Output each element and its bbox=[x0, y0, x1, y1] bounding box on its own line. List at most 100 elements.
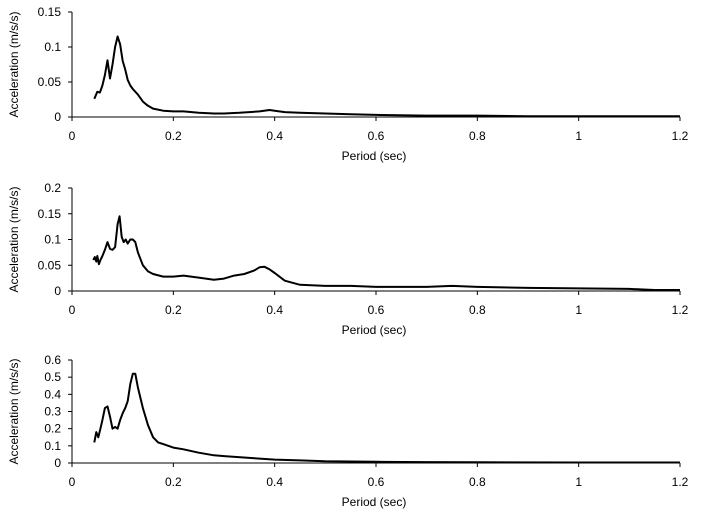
data-point bbox=[109, 77, 111, 79]
y-tick-label: 0.5 bbox=[44, 370, 61, 384]
data-point bbox=[142, 264, 144, 266]
data-point bbox=[182, 448, 184, 450]
data-point bbox=[124, 68, 126, 70]
x-tick-label: 0.4 bbox=[266, 303, 283, 317]
chart-1: 0 0.05 0.1 0.15 0 0.2 0.4 0.6 0.8 1 1.2 Period (sec… bbox=[7, 5, 689, 163]
data-point bbox=[101, 419, 103, 421]
data-point bbox=[116, 427, 118, 429]
x-tick-label: 0 bbox=[69, 475, 76, 489]
x-tick-label: 0.8 bbox=[469, 129, 486, 143]
data-point bbox=[157, 441, 159, 443]
x-tick-label: 0.2 bbox=[165, 129, 182, 143]
y-tick-label: 0.6 bbox=[44, 353, 61, 367]
data-point bbox=[99, 91, 101, 93]
data-point bbox=[101, 84, 103, 86]
x-tick-label: 0.6 bbox=[368, 475, 385, 489]
x-axis-title: Period (sec) bbox=[342, 149, 407, 163]
data-point bbox=[577, 287, 579, 289]
data-point bbox=[273, 110, 275, 112]
data-point bbox=[121, 412, 123, 414]
data-point bbox=[134, 241, 136, 243]
data-point bbox=[124, 407, 126, 409]
data-point bbox=[197, 112, 199, 114]
x-tick-label: 1 bbox=[575, 475, 582, 489]
data-point bbox=[577, 461, 579, 463]
x-tick-label: 0.2 bbox=[165, 303, 182, 317]
data-point bbox=[375, 461, 377, 463]
data-point bbox=[258, 266, 260, 268]
data-point bbox=[109, 415, 111, 417]
y-tick-label: 0.05 bbox=[38, 75, 62, 89]
y-tick-label: 0.05 bbox=[38, 258, 62, 272]
data-point bbox=[120, 236, 122, 238]
data-point bbox=[111, 427, 113, 429]
data-point bbox=[99, 427, 101, 429]
data-point bbox=[248, 111, 250, 113]
x-tick-label: 0.4 bbox=[266, 475, 283, 489]
data-point bbox=[425, 461, 427, 463]
data-point bbox=[96, 255, 98, 257]
data-point bbox=[268, 268, 270, 270]
data-point bbox=[284, 111, 286, 113]
x-tick-label: 0 bbox=[69, 303, 76, 317]
data-point bbox=[172, 110, 174, 112]
data-point bbox=[134, 373, 136, 375]
data-point bbox=[109, 248, 111, 250]
data-point bbox=[213, 278, 215, 280]
x-tick-label: 0.4 bbox=[266, 129, 283, 143]
data-point bbox=[162, 275, 164, 277]
x-tick-label: 1.2 bbox=[672, 475, 689, 489]
data-point bbox=[172, 275, 174, 277]
data-point bbox=[142, 407, 144, 409]
series-line-1 bbox=[93, 372, 680, 464]
data-point bbox=[223, 277, 225, 279]
data-point bbox=[182, 274, 184, 276]
x-tick-label: 0.6 bbox=[368, 303, 385, 317]
data-point bbox=[425, 114, 427, 116]
data-point bbox=[299, 459, 301, 461]
data-point bbox=[142, 100, 144, 102]
data-point bbox=[97, 436, 99, 438]
data-point bbox=[114, 426, 116, 428]
x-tick-label: 1 bbox=[575, 303, 582, 317]
data-point bbox=[324, 285, 326, 287]
data-point bbox=[233, 274, 235, 276]
data-point bbox=[653, 289, 655, 291]
data-point bbox=[125, 238, 127, 240]
data-point bbox=[101, 255, 103, 257]
data-point bbox=[147, 270, 149, 272]
x-tick-label: 1.2 bbox=[672, 129, 689, 143]
data-point bbox=[137, 251, 139, 253]
data-point bbox=[114, 46, 116, 48]
x-tick-label: 1 bbox=[575, 129, 582, 143]
data-point bbox=[152, 436, 154, 438]
data-point bbox=[122, 241, 124, 243]
data-point bbox=[94, 256, 96, 258]
data-point bbox=[132, 238, 134, 240]
data-point bbox=[223, 455, 225, 457]
data-point bbox=[349, 113, 351, 115]
data-point bbox=[93, 441, 95, 443]
data-point bbox=[197, 452, 199, 454]
data-point bbox=[299, 284, 301, 286]
y-tick-label: 0.2 bbox=[44, 422, 61, 436]
data-point bbox=[129, 383, 131, 385]
data-point bbox=[127, 242, 129, 244]
data-point bbox=[527, 287, 529, 289]
y-tick-label: 0.15 bbox=[38, 5, 62, 19]
x-tick-label: 0.8 bbox=[469, 475, 486, 489]
data-point bbox=[162, 443, 164, 445]
y-tick-label: 0.1 bbox=[44, 233, 61, 247]
data-point bbox=[425, 286, 427, 288]
y-tick-label: 0.15 bbox=[38, 207, 62, 221]
data-point bbox=[118, 215, 120, 217]
data-point bbox=[223, 112, 225, 114]
data-point bbox=[284, 280, 286, 282]
data-point bbox=[111, 249, 113, 251]
data-point bbox=[106, 59, 108, 61]
data-point bbox=[132, 373, 134, 375]
data-point bbox=[679, 289, 681, 291]
data-point bbox=[628, 288, 630, 290]
data-point bbox=[577, 115, 579, 117]
y-tick-label: 0.4 bbox=[44, 387, 61, 401]
